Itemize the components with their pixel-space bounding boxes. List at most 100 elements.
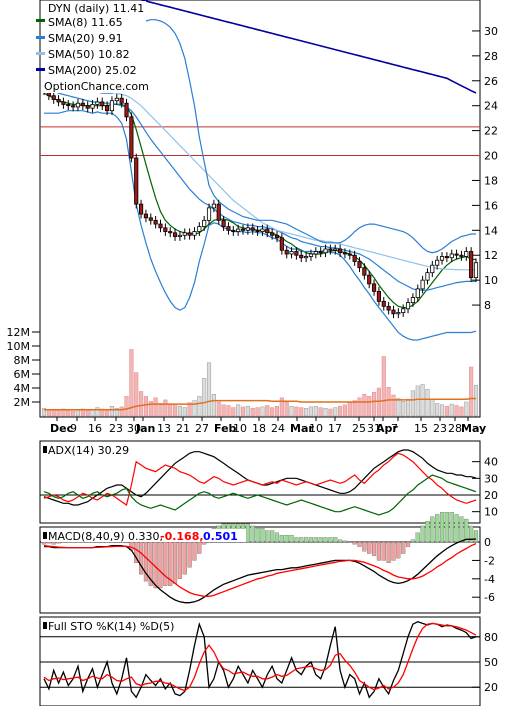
volume-bar [139, 391, 144, 417]
volume-bar [168, 404, 173, 417]
candle-body [415, 288, 420, 298]
volume-bar [323, 408, 328, 417]
date-label: 10 [309, 422, 323, 435]
macd-histogram-bar [444, 511, 449, 543]
candle-body [386, 305, 391, 311]
macd-histogram-bar [250, 525, 255, 543]
candle-body [367, 274, 372, 285]
volume-bar [245, 405, 250, 417]
legend-sma20: SMA(20) 9.91 [48, 32, 123, 45]
volume-bar [415, 385, 420, 417]
volume-bar [405, 398, 411, 417]
sma-200-line [138, 0, 477, 94]
macd-histogram-bar [342, 540, 348, 543]
candle-body [449, 253, 454, 259]
macd-histogram-bar [318, 537, 323, 543]
date-label: 13 [157, 422, 171, 435]
volume-bar [473, 384, 479, 417]
date-label: Feb [214, 422, 237, 435]
macd-tick-label: -6 [484, 591, 495, 604]
macd-label: MACD(8,40,9) 0.330, [48, 530, 163, 543]
volume-bar [459, 406, 464, 417]
price-tick-label: 24 [484, 100, 498, 113]
volume-bar [75, 409, 81, 417]
candle-body [430, 264, 435, 274]
candle-body [304, 256, 309, 259]
date-label: 24 [271, 422, 285, 435]
volume-bar [192, 400, 197, 417]
adx-di-line [43, 452, 477, 506]
volume-bar [260, 406, 265, 417]
candle-body [347, 253, 352, 256]
volume-bar [90, 409, 95, 417]
volume-bar [119, 406, 124, 417]
legend-swatch-sma200 [36, 68, 45, 71]
macd-histogram-bar [163, 541, 168, 586]
candle-body [172, 232, 178, 237]
bb-lower-line [44, 110, 477, 341]
macd-histogram-bar [328, 537, 333, 543]
candle-body [206, 207, 212, 221]
volume-bar [236, 404, 241, 417]
volume-bar [231, 407, 236, 417]
candle-body [148, 217, 153, 221]
adx-label-background [41, 443, 127, 456]
macd-histogram-bar [255, 528, 260, 543]
macd-layer: 0 -2 -4 -6 [40, 511, 495, 604]
volume-bar [182, 407, 187, 417]
candle-body [459, 254, 464, 257]
volume-bar [46, 409, 51, 417]
candle-body [240, 228, 246, 231]
candle-body [454, 253, 459, 256]
candle-body [231, 229, 236, 232]
macd-histogram-bar [284, 534, 289, 543]
macd-histogram-bar [347, 541, 352, 543]
macd-histogram-bar [357, 541, 362, 547]
volume-bar [410, 390, 415, 417]
candle-body [226, 226, 231, 231]
volume-bar [435, 403, 440, 417]
volume-bar [338, 405, 343, 417]
price-legend: DYN (daily) 11.41 SMA(8) 11.65 SMA(20) 9… [36, 1, 149, 93]
price-tick-label: 20 [484, 150, 498, 163]
candle-body [105, 105, 110, 112]
volume-bar [250, 408, 255, 417]
candle-body [250, 227, 255, 231]
macd-histogram-bar [134, 541, 139, 563]
candle-body [177, 234, 182, 237]
legend-swatch-sma50 [36, 52, 45, 55]
adx-label-marker [43, 446, 47, 453]
date-label: 30 [127, 422, 141, 435]
macd-histogram-bar [270, 530, 275, 543]
volume-bar [367, 396, 372, 417]
volume-bar [352, 400, 357, 417]
volume-bar [274, 405, 280, 417]
macd-histogram-bar [439, 511, 445, 543]
volume-bar [299, 407, 304, 417]
price-tick-label: 22 [484, 125, 498, 138]
legend-swatch-sma8 [36, 19, 45, 22]
candle-body [299, 254, 304, 259]
macd-histogram-bar [371, 541, 377, 556]
volume-bar [386, 387, 391, 417]
candle-body [75, 102, 81, 108]
date-label: 17 [328, 422, 342, 435]
macd-histogram-bar [308, 537, 314, 543]
volume-bar [444, 405, 449, 417]
macd-histogram-bar [90, 541, 95, 543]
date-label: 10 [233, 422, 247, 435]
macd-histogram-bar [459, 516, 464, 543]
date-label: 7 [391, 422, 398, 435]
candle-body [95, 101, 100, 105]
candle-body [318, 251, 323, 254]
candle-body [362, 267, 367, 276]
volume-bar [401, 401, 406, 417]
macd-histogram-bar [294, 537, 299, 543]
candle-body [439, 256, 445, 261]
volume-bar [396, 398, 401, 417]
volume-bar [304, 408, 309, 417]
volume-bar [148, 401, 153, 417]
macd-histogram-bar [177, 541, 182, 579]
sma-20-line [43, 85, 477, 291]
